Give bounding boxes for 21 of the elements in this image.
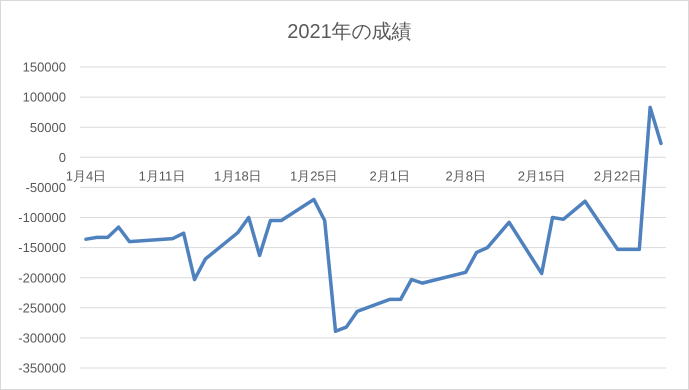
line-series (84, 106, 663, 334)
y-tick-label: -300000 (18, 330, 66, 346)
x-tick-label: 1月11日 (138, 168, 186, 184)
x-tick-label: 2月15日 (518, 168, 566, 184)
y-tick-label: -350000 (18, 360, 66, 376)
y-tick-label: -150000 (18, 240, 66, 256)
x-tick-label: 1月4日 (66, 168, 106, 184)
x-tick-label: 1月18日 (214, 168, 262, 184)
y-tick-label: 150000 (22, 60, 66, 75)
x-tick-label: 2月8日 (445, 168, 486, 184)
y-tick-label: -200000 (18, 270, 66, 286)
y-tick-label: -100000 (18, 210, 66, 226)
y-tick-label: -50000 (26, 180, 66, 195)
chart-title: 2021年の成績 (287, 21, 412, 43)
x-tick-label: 1月25日 (290, 168, 338, 184)
x-tick-label: 2月1日 (370, 168, 410, 184)
y-tick-label: 100000 (22, 90, 66, 105)
y-tick-label: 0 (58, 150, 66, 165)
y-tick-label: -250000 (18, 300, 66, 316)
x-tick-label: 2月22日 (594, 168, 642, 184)
y-tick-label: 50000 (30, 120, 66, 135)
